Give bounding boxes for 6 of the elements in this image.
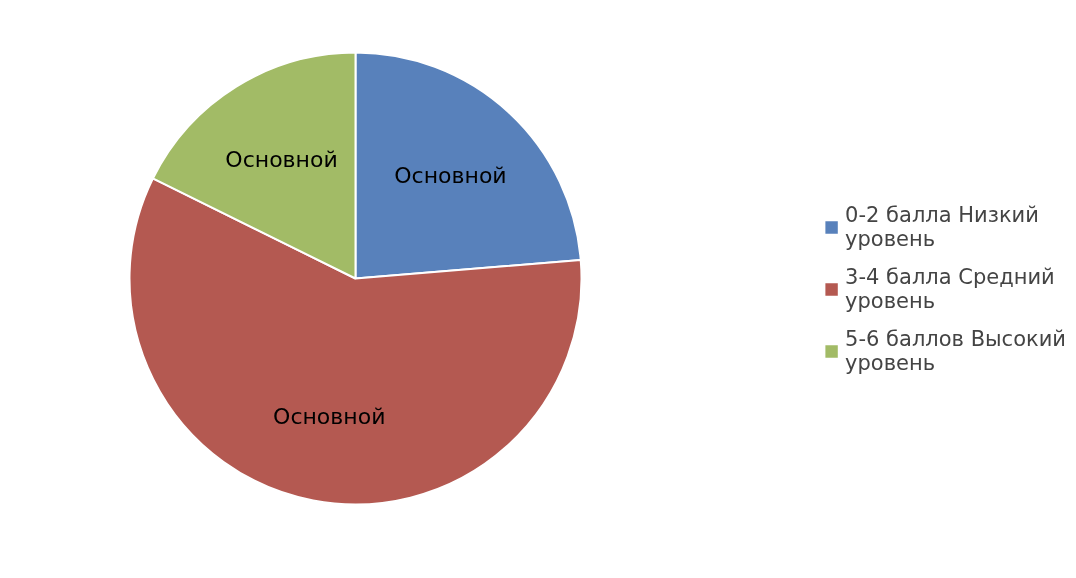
legend-label: 3-4 балла Средний уровень [845, 265, 1055, 313]
legend-label: 0-2 балла Низкий уровень [845, 203, 1039, 251]
legend-label: 5-6 баллов Высокий уровень [845, 327, 1066, 375]
data-label: Основной [394, 162, 507, 188]
data-label: Основной [273, 403, 386, 429]
data-label: Основной [225, 146, 338, 172]
